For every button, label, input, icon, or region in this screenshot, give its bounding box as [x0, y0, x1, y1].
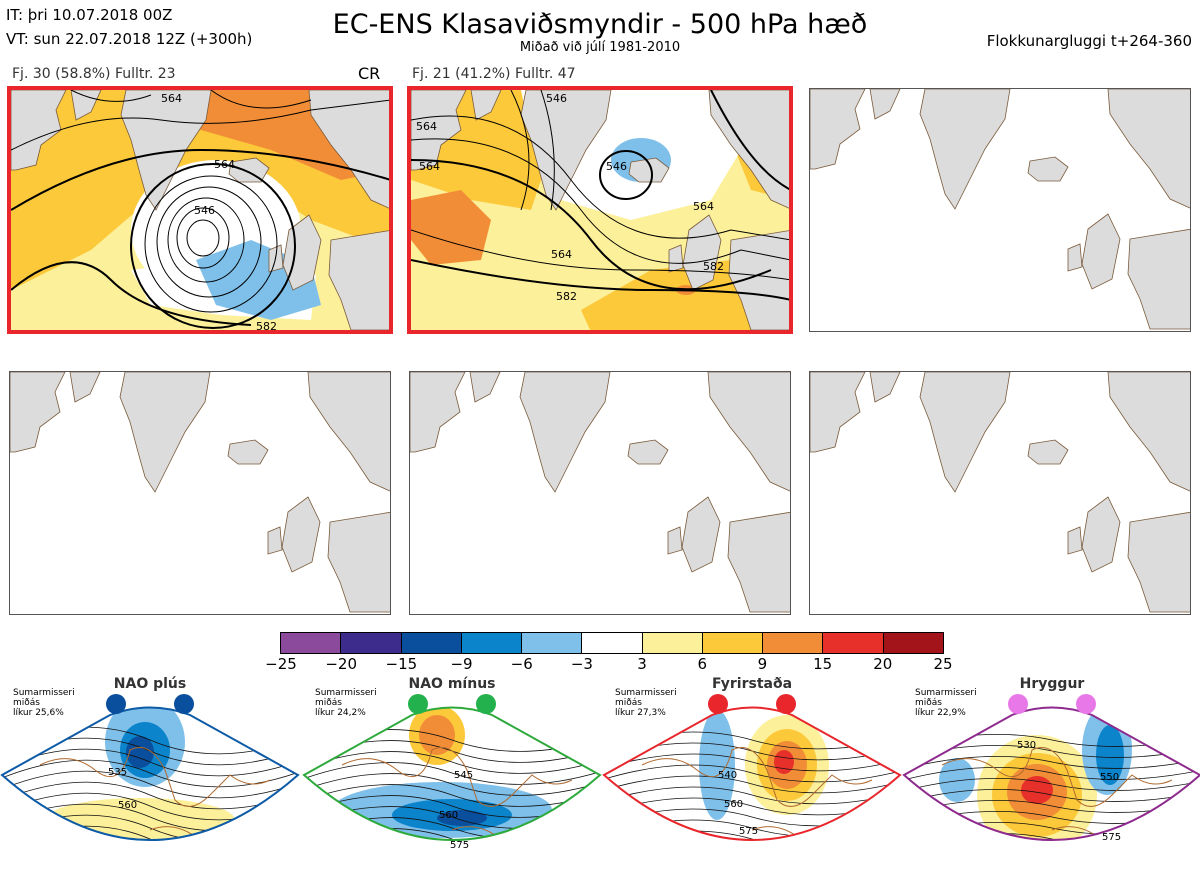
- cluster-panel-5[interactable]: [409, 371, 791, 615]
- contour-label: 582: [703, 260, 724, 273]
- empty-map: [410, 372, 790, 613]
- cluster-panel-1[interactable]: 546 564 564 582: [7, 86, 393, 334]
- colorbar-tick-label: 25: [933, 655, 953, 673]
- page-title: EC-ENS Klasaviðsmyndir - 500 hPa hæð: [332, 9, 868, 40]
- colorbar-tick-label: 20: [873, 655, 893, 673]
- regime-title: NAO mínus: [408, 676, 496, 692]
- regime-info: Sumarmisseri miðás líkur 24,2%: [315, 688, 377, 718]
- colorbar-segment: [642, 633, 703, 653]
- regime-map: 540 560 575: [602, 706, 902, 841]
- classification-window: Flokkunargluggi t+264-360: [986, 32, 1192, 50]
- empty-map: [810, 372, 1190, 613]
- regime-dot-icon: [708, 694, 728, 714]
- regime-info: Sumarmisseri miðás líkur 27,3%: [615, 688, 677, 718]
- regime-contour-label: 560: [439, 810, 458, 821]
- contour-label: 564: [416, 120, 437, 133]
- colorbar: [280, 632, 944, 654]
- regime-dot-icon: [408, 694, 428, 714]
- colorbar-tick-label: 3: [637, 655, 647, 673]
- colorbar-segment: [522, 633, 583, 653]
- regime-contour-label: 575: [739, 826, 758, 837]
- colorbar-segment: [823, 633, 884, 653]
- contour-label: 564: [161, 92, 182, 105]
- regime-dot-icon: [106, 694, 126, 714]
- regime-info: Sumarmisseri miðás líkur 22,9%: [915, 688, 977, 718]
- contour-label: 546: [194, 204, 215, 217]
- regime-contour-label: 575: [450, 840, 469, 851]
- cluster-map-1: 546 564 564 582: [11, 90, 389, 332]
- colorbar-tick-label: 9: [757, 655, 768, 673]
- colorbar-segment: [461, 633, 523, 653]
- regime-contour-label: 550: [1100, 772, 1119, 783]
- colorbar-segment: [582, 633, 643, 653]
- colorbar-segment: [883, 633, 943, 653]
- colorbar-tick-label: −6: [510, 655, 533, 673]
- regime-contour-label: 545: [454, 770, 473, 781]
- regime-dot-icon: [776, 694, 796, 714]
- empty-map: [810, 89, 1190, 330]
- regime-contour-label: 560: [724, 799, 743, 810]
- cluster-panel-6[interactable]: [809, 371, 1191, 615]
- regime-contour-label: 560: [118, 800, 137, 811]
- contour-label: 564: [693, 200, 714, 213]
- regime-map: 545 560 575: [302, 706, 602, 851]
- regime-dot-icon: [1076, 694, 1096, 714]
- regime-contour-label: 535: [108, 767, 127, 778]
- regime-dot-icon: [1008, 694, 1028, 714]
- contour-label: 582: [556, 290, 577, 303]
- colorbar-tick-label: 15: [813, 655, 833, 673]
- regime-title: NAO plús: [113, 676, 187, 692]
- colorbar-tick-label: 6: [697, 655, 708, 673]
- cluster-1-tag: CR: [358, 64, 381, 83]
- regime-dot-icon: [476, 694, 496, 714]
- cluster-map-2: 546 546 564 564 582 582 564 564: [411, 90, 789, 330]
- contour-label: 546: [606, 160, 627, 173]
- colorbar-segment: [401, 633, 462, 653]
- colorbar-segment: [281, 633, 342, 653]
- regime-contour-label: 575: [1102, 832, 1121, 843]
- regime-contour-label: 540: [718, 770, 737, 781]
- contour-label: 582: [256, 320, 277, 332]
- init-time: IT: þri 10.07.2018 00Z: [6, 6, 173, 24]
- regime-map: 530 550 575: [902, 706, 1200, 843]
- page-subtitle: Miðað við júlí 1981-2010: [519, 40, 681, 55]
- empty-map: [10, 372, 390, 613]
- cluster-1-label: Fj. 30 (58.8%) Fulltr. 23: [12, 66, 176, 82]
- contour-label: 564: [551, 248, 572, 261]
- regime-map: 535 560: [0, 706, 300, 841]
- colorbar-segment: [763, 633, 824, 653]
- regime-info: Sumarmisseri miðás líkur 25,6%: [13, 688, 75, 718]
- cluster-panel-2[interactable]: 546 546 564 564 582 582 564 564: [407, 86, 793, 334]
- regime-title: Fyrirstaða: [711, 676, 793, 692]
- colorbar-tick-label: −20: [325, 655, 357, 673]
- valid-time: VT: sun 22.07.2018 12Z (+300h): [6, 30, 253, 48]
- regime-title: Hryggur: [1019, 676, 1085, 692]
- regime-dot-icon: [174, 694, 194, 714]
- regime-contour-label: 530: [1017, 740, 1036, 751]
- cluster-panel-4[interactable]: [9, 371, 391, 615]
- colorbar-segment: [341, 633, 402, 653]
- contour-label: 564: [419, 160, 440, 173]
- cluster-2-label: Fj. 21 (41.2%) Fulltr. 47: [412, 66, 576, 82]
- contour-label: 546: [546, 92, 567, 105]
- contour-label: 564: [214, 158, 235, 171]
- cluster-panel-3[interactable]: [809, 88, 1191, 332]
- colorbar-tick-label: −25: [265, 655, 297, 673]
- colorbar-tick-label: −15: [385, 655, 418, 673]
- colorbar-tick-label: −9: [450, 655, 473, 673]
- colorbar-segment: [702, 633, 764, 653]
- colorbar-tick-label: −3: [570, 655, 593, 673]
